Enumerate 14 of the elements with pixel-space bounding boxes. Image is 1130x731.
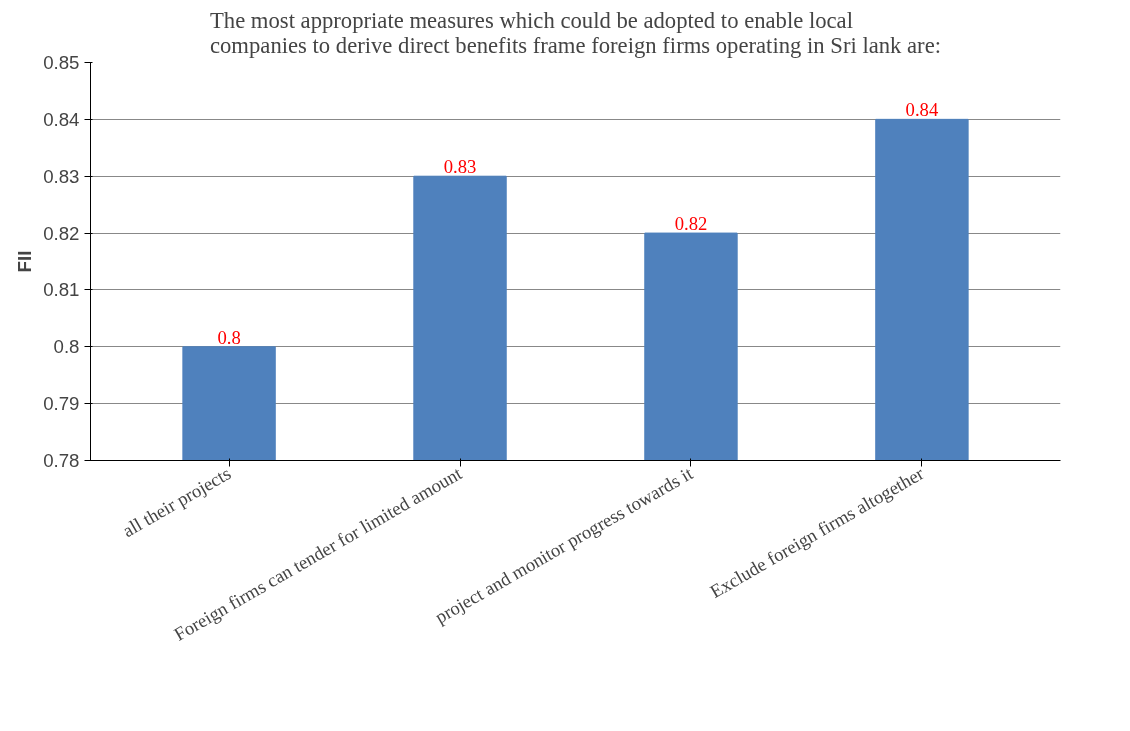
y-tick-label: 0.85 (43, 52, 80, 73)
chart-title: The most appropriate measures which could be adopted to enable local companies to derive direct benefits frame foreign firms operating in Sri lank are: (209, 7, 942, 58)
data-label: 0.83 (443, 156, 477, 178)
y-tick-label: 0.78 (43, 450, 80, 471)
y-axis-title: FII (14, 250, 36, 273)
y-tick-label: 0.79 (43, 393, 80, 415)
y-tick-label: 0.82 (43, 222, 80, 244)
y-tick-label: 0.8 (53, 336, 80, 358)
y-tick-label: 0.83 (43, 165, 80, 187)
y-tick-label: 0.84 (43, 108, 80, 130)
data-label: 0.8 (217, 326, 241, 348)
y-tick-label: 0.81 (43, 279, 80, 301)
data-label: 0.82 (674, 213, 708, 235)
data-label: 0.84 (905, 99, 939, 121)
